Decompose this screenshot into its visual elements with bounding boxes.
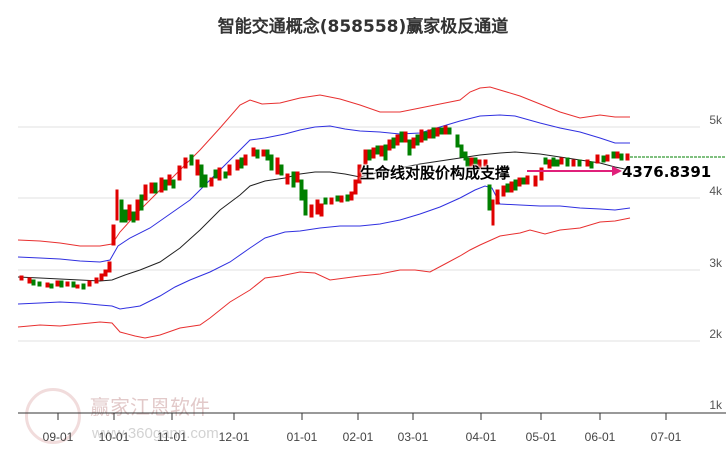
- x-tick-02-01: 02-01: [342, 430, 374, 444]
- y-tick-3k: 3k: [709, 256, 722, 270]
- inner-upper-band: [17, 114, 630, 263]
- x-tick-07-01: 07-01: [650, 430, 682, 444]
- x-ticks: [57, 413, 667, 420]
- gridlines: [18, 126, 700, 342]
- support-arrow-icon: [527, 166, 622, 176]
- last-price-label: 4376.8391: [622, 163, 712, 181]
- candlesticks: [19, 125, 630, 290]
- watermark-url: www.360gann.com: [92, 425, 219, 442]
- x-tick-10-01: 10-01: [98, 430, 130, 444]
- y-tick-2k: 2k: [709, 327, 722, 341]
- x-tick-01-01: 01-01: [286, 430, 318, 444]
- support-annotation: 生命线对股价构成支撑: [360, 164, 511, 182]
- x-tick-06-01: 06-01: [584, 430, 616, 444]
- outer-upper-band: [17, 86, 630, 247]
- y-tick-4k: 4k: [709, 184, 722, 198]
- lifeline: [17, 151, 631, 282]
- x-tick-09-01: 09-01: [42, 430, 74, 444]
- x-tick-03-01: 03-01: [397, 430, 429, 444]
- x-tick-05-01: 05-01: [525, 430, 557, 444]
- inner-lower-band: [17, 185, 631, 310]
- watermark-text: 赢家江恩软件: [90, 395, 210, 419]
- x-tick-04-01: 04-01: [465, 430, 497, 444]
- chart-title: 智能交通概念(858558)赢家极反通道: [217, 17, 509, 37]
- outer-lower-band: [17, 217, 631, 339]
- y-tick-5k: 5k: [709, 113, 722, 127]
- watermark-logo-icon: [25, 388, 81, 444]
- y-tick-1k: 1k: [709, 398, 722, 412]
- x-tick-11-01: 11-01: [157, 430, 187, 444]
- x-tick-12-01: 12-01: [218, 430, 250, 444]
